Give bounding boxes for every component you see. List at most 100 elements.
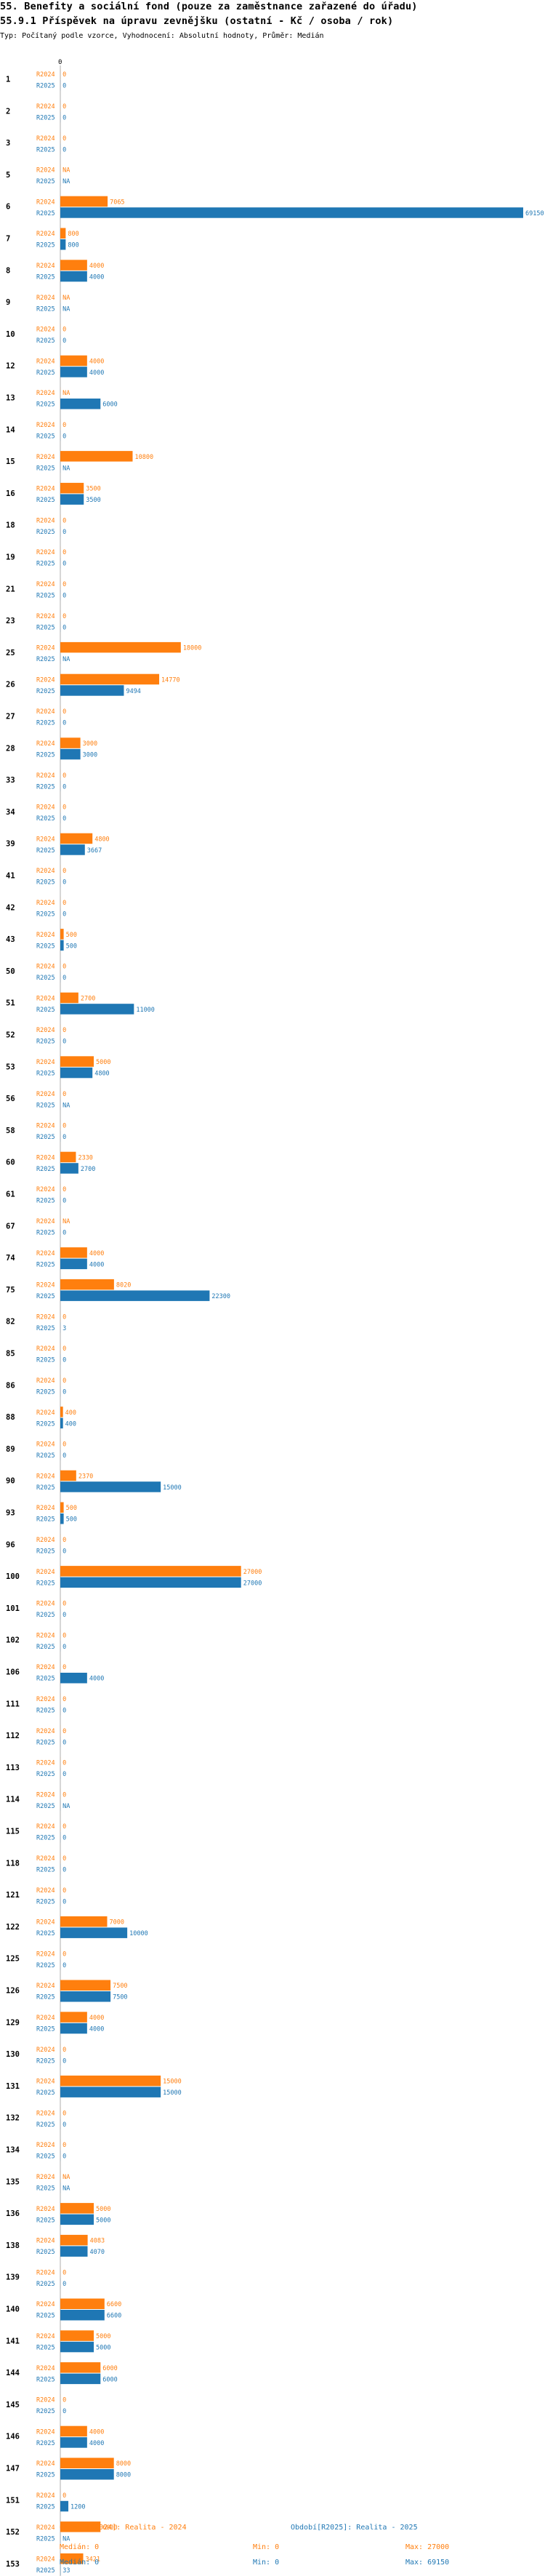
data-label-r2024: 0 xyxy=(62,868,66,875)
data-label-r2025: 8000 xyxy=(116,2472,131,2479)
series-tag-r2024: R2024 xyxy=(36,1059,55,1066)
legend-r2025-max: Max: 69150 xyxy=(405,2559,450,2567)
data-label-r2024: 0 xyxy=(62,1537,66,1544)
series-tag-r2024: R2024 xyxy=(36,1282,55,1289)
data-label-r2024: 0 xyxy=(62,71,66,79)
row-label: 58 xyxy=(6,1127,15,1135)
series-tag-r2024: R2024 xyxy=(36,1601,55,1608)
series-tag-r2024: R2024 xyxy=(36,1632,55,1639)
data-label-r2025: 0 xyxy=(62,2153,66,2161)
data-label-r2025: 0 xyxy=(62,529,66,536)
data-label-r2025: 400 xyxy=(65,1420,76,1428)
data-label-r2025: 0 xyxy=(62,1962,66,1969)
data-label-r2024: 0 xyxy=(62,1123,66,1130)
series-tag-r2025: R2025 xyxy=(36,2472,55,2479)
data-label-r2024: NA xyxy=(62,2174,70,2181)
chart-title: 55.9.1 Příspěvek na úpravu zevnějšku (os… xyxy=(0,15,394,27)
bar-r2025 xyxy=(60,2246,88,2257)
row-label: 106 xyxy=(6,1668,20,1677)
bar-r2025 xyxy=(60,1258,87,1270)
series-tag-r2025: R2025 xyxy=(36,2089,55,2097)
series-tag-r2024: R2024 xyxy=(36,1027,55,1034)
data-label-r2025: 0 xyxy=(62,1548,66,1555)
data-label-r2025: 3500 xyxy=(86,497,100,504)
series-tag-r2024: R2024 xyxy=(36,836,55,843)
data-label-r2024: 6600 xyxy=(107,2301,121,2308)
row-label: 16 xyxy=(6,489,15,498)
bar-r2024 xyxy=(60,2362,101,2373)
series-tag-r2025: R2025 xyxy=(36,1516,55,1524)
series-tag-r2025: R2025 xyxy=(36,1898,55,1905)
row-label: 146 xyxy=(6,2433,20,2441)
data-label-r2024: NA xyxy=(62,295,70,302)
series-tag-r2025: R2025 xyxy=(36,1229,55,1236)
row-label: 43 xyxy=(6,935,15,944)
row-label: 15 xyxy=(6,457,15,466)
series-tag-r2025: R2025 xyxy=(36,497,55,504)
data-label-r2024: 10800 xyxy=(134,454,153,461)
data-label-r2025: 0 xyxy=(62,1644,66,1651)
legend-r2025-period: Období[R2025]: Realita - 2025 xyxy=(291,2524,418,2532)
data-label-r2024: 0 xyxy=(62,772,66,780)
data-label-r2025: NA xyxy=(62,178,70,185)
series-tag-r2025: R2025 xyxy=(36,975,55,982)
row-label: 53 xyxy=(6,1063,15,1071)
data-label-r2025: 0 xyxy=(62,1866,66,1873)
row-label: 34 xyxy=(6,808,15,817)
series-tag-r2024: R2024 xyxy=(36,995,55,1002)
data-label-r2024: 0 xyxy=(62,1632,66,1639)
series-tag-r2025: R2025 xyxy=(36,1803,55,1810)
series-tag-r2025: R2025 xyxy=(36,751,55,759)
data-label-r2025: 800 xyxy=(68,242,78,249)
series-tag-r2024: R2024 xyxy=(36,1505,55,1512)
bar-r2024 xyxy=(60,260,87,271)
series-tag-r2025: R2025 xyxy=(36,1357,55,1364)
bar-r2025 xyxy=(60,2023,87,2034)
series-tag-r2024: R2024 xyxy=(36,1569,55,1576)
bar-r2025 xyxy=(60,1673,87,1684)
series-tag-r2025: R2025 xyxy=(36,1198,55,1205)
row-label: 56 xyxy=(6,1095,15,1103)
data-label-r2025: 0 xyxy=(62,879,66,887)
row-label: 86 xyxy=(6,1381,15,1390)
row-label: 136 xyxy=(6,2209,20,2218)
row-label: 141 xyxy=(6,2337,20,2345)
bar-r2025 xyxy=(60,367,87,377)
series-tag-r2024: R2024 xyxy=(36,2428,55,2436)
data-label-r2025: 0 xyxy=(62,1229,66,1236)
series-tag-r2025: R2025 xyxy=(36,401,55,409)
data-label-r2025: 0 xyxy=(62,1198,66,1205)
series-tag-r2025: R2025 xyxy=(36,273,55,281)
data-label-r2025: 0 xyxy=(62,2121,66,2129)
data-label-r2024: 4000 xyxy=(89,2015,104,2022)
series-tag-r2025: R2025 xyxy=(36,369,55,377)
data-label-r2024: 2330 xyxy=(78,1154,92,1161)
data-label-r2025: 0 xyxy=(62,1452,66,1460)
series-tag-r2024: R2024 xyxy=(36,2333,55,2340)
series-tag-r2024: R2024 xyxy=(36,804,55,812)
data-label-r2025: 6000 xyxy=(102,2376,117,2383)
bar-r2024 xyxy=(60,2012,87,2023)
bar-r2025 xyxy=(60,1067,93,1079)
data-label-r2025: 0 xyxy=(62,433,66,440)
row-label: 113 xyxy=(6,1764,20,1772)
data-label-r2025: 5000 xyxy=(96,2344,110,2351)
data-label-r2024: 7500 xyxy=(113,1983,127,1990)
row-label: 51 xyxy=(6,999,15,1008)
series-tag-r2025: R2025 xyxy=(36,1771,55,1778)
series-tag-r2025: R2025 xyxy=(36,1166,55,1173)
row-label: 74 xyxy=(6,1254,15,1263)
row-label: 118 xyxy=(6,1859,20,1868)
series-tag-r2024: R2024 xyxy=(36,422,55,429)
series-tag-r2025: R2025 xyxy=(36,1420,55,1428)
data-label-r2025: NA xyxy=(62,1803,70,1810)
data-label-r2024: 0 xyxy=(62,613,66,620)
row-label: 132 xyxy=(6,2114,20,2123)
series-tag-r2025: R2025 xyxy=(36,242,55,249)
bar-r2025 xyxy=(60,2437,87,2448)
bar-r2024 xyxy=(60,1056,94,1067)
bar-r2024 xyxy=(60,737,81,748)
row-label: 129 xyxy=(6,2018,20,2027)
data-label-r2025: 500 xyxy=(66,943,77,950)
legend-r2025-min: Min: 0 xyxy=(253,2559,280,2567)
